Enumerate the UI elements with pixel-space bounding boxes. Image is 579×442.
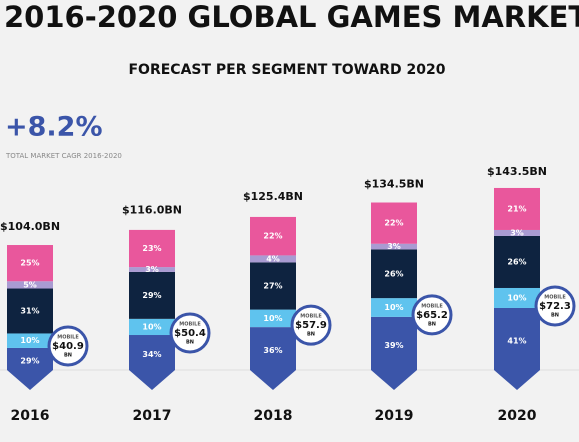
mobile-value: $72.3 [539, 301, 571, 312]
cagr: +8.2% [5, 112, 103, 143]
bar-segment [129, 229, 175, 268]
segment-label: 3% [387, 242, 401, 251]
mobile-value: $40.9 [52, 341, 84, 352]
segment-label: 34% [142, 350, 161, 359]
bar-segment [250, 309, 296, 328]
x-tick-label: 2016 [11, 408, 50, 424]
bar-segment [371, 298, 417, 317]
bar-segment [371, 249, 417, 299]
segment-label: 31% [20, 306, 39, 315]
bar-segment [129, 335, 175, 390]
segment-label: 10% [263, 314, 282, 323]
segment-label: 26% [507, 257, 526, 266]
bar [129, 229, 175, 390]
bar-segment [129, 267, 175, 272]
x-tick-label: 2020 [498, 408, 537, 424]
bar-segment [129, 318, 175, 336]
segment-label: 22% [384, 219, 403, 228]
total-label: $125.4BN [243, 190, 303, 203]
bar-segment [250, 216, 296, 256]
segment-label: 3% [145, 265, 159, 274]
segment-label: 3% [510, 228, 524, 237]
bar-segment [7, 245, 53, 282]
segment-label: 36% [263, 346, 282, 355]
bar-segment [7, 347, 53, 390]
bar-segment [7, 288, 53, 334]
bar-segment [129, 271, 175, 319]
bar-segment [494, 307, 540, 390]
mobile-unit: BN [186, 340, 194, 346]
segment-label: 26% [384, 269, 403, 278]
chart-subtitle: FORECAST PER SEGMENT TOWARD 2020 [128, 62, 445, 78]
mobile-unit: BN [307, 332, 315, 338]
mobile-badge [47, 325, 89, 367]
bar-segment [494, 187, 540, 230]
segment-label: 29% [142, 291, 161, 300]
cagr-caption: TOTAL MARKET CAGR 2016-2020 [5, 152, 122, 160]
segment-label: 41% [507, 336, 526, 345]
segment-label: 27% [263, 281, 282, 290]
chart-title: 2016-2020 GLOBAL GAMES MARKET [4, 0, 579, 34]
mobile-caption: MOBILE [421, 303, 443, 309]
segment-label: 25% [20, 259, 39, 268]
bar-segment [371, 202, 417, 244]
segment-label: 10% [384, 303, 403, 312]
segment-label: 10% [507, 293, 526, 302]
segment-label: 22% [263, 232, 282, 241]
bar-segment [250, 255, 296, 263]
x-tick-label: 2018 [254, 408, 293, 424]
segment-label: 23% [142, 244, 161, 253]
mobile-value: $65.2 [416, 310, 448, 321]
segment-label: 10% [20, 336, 39, 345]
bar-segment [494, 235, 540, 288]
bar-segment [250, 262, 296, 310]
bar-segment [7, 281, 53, 289]
mobile-unit: BN [64, 352, 72, 358]
bar-segment [494, 287, 540, 308]
mobile-unit: BN [551, 312, 559, 318]
segment-label: 5% [23, 280, 37, 289]
total-label: $134.5BN [364, 178, 424, 191]
mobile-value: $50.4 [174, 328, 206, 339]
bar-segment [494, 229, 540, 236]
total-label: $104.0BN [0, 220, 60, 233]
mobile-badge [534, 285, 576, 327]
mobile-badge [290, 304, 332, 346]
mobile-caption: MOBILE [300, 314, 322, 320]
bar-segment [7, 333, 53, 348]
bar-segment [371, 316, 417, 390]
segment-label: 4% [266, 254, 280, 263]
mobile-badge [169, 312, 211, 354]
mobile-caption: MOBILE [544, 294, 566, 300]
mobile-badge [411, 294, 453, 336]
bar-segment [371, 243, 417, 250]
total-label: $143.5BN [487, 165, 547, 178]
bar-segment [250, 327, 296, 390]
mobile-value: $57.9 [295, 320, 327, 331]
mobile-unit: BN [428, 321, 436, 327]
x-tick-label: 2019 [375, 408, 414, 424]
segment-label: 21% [507, 204, 526, 213]
bar [494, 187, 540, 390]
segment-label: 39% [384, 341, 403, 350]
segment-label: 29% [20, 356, 39, 365]
bar [7, 245, 53, 390]
total-label: $116.0BN [122, 203, 182, 216]
segment-label: 10% [142, 322, 161, 331]
x-tick-label: 2017 [133, 408, 172, 424]
mobile-caption: MOBILE [57, 334, 79, 340]
bar [250, 216, 296, 390]
mobile-caption: MOBILE [179, 322, 201, 328]
bar [371, 202, 417, 390]
